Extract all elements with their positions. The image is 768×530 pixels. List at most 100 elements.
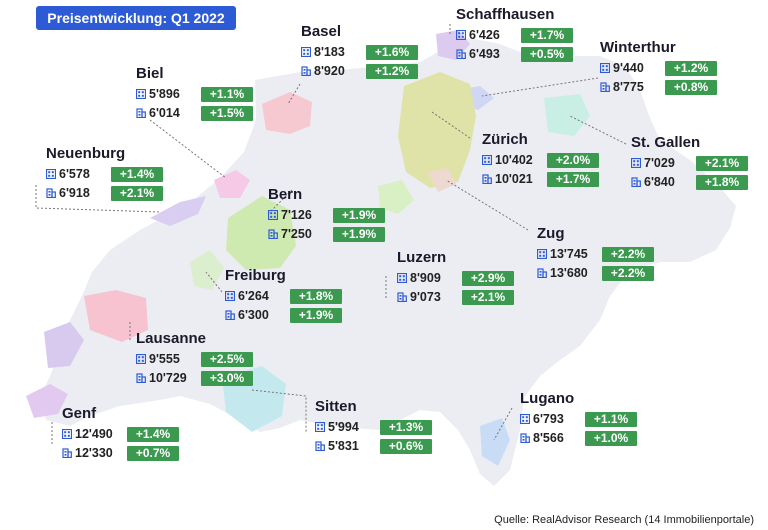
apartment-row: 8'183 +1.6% <box>301 43 418 61</box>
region-biel <box>214 170 250 198</box>
house-icon <box>225 310 235 320</box>
city-neuenburg: Neuenburg 6'578 +1.4% 6'918 +2.1% <box>46 144 163 202</box>
house-change: +0.5% <box>521 46 573 62</box>
city-name: Zürich <box>482 131 528 148</box>
house-icon <box>397 292 407 302</box>
city-name: Basel <box>301 23 342 40</box>
apartment-icon <box>301 47 311 57</box>
apartment-change: +1.1% <box>585 411 637 427</box>
house-icon <box>482 174 492 184</box>
apartment-icon <box>46 169 56 179</box>
house-icon <box>301 66 311 76</box>
apartment-change: +1.1% <box>201 86 253 102</box>
house-row: 10'021 +1.7% <box>482 170 599 188</box>
apartment-price: 9'440 <box>613 61 644 75</box>
house-change: +1.8% <box>696 174 748 190</box>
region-lugano <box>480 418 510 466</box>
city-name: Winterthur <box>600 39 676 56</box>
house-icon <box>315 441 325 451</box>
apartment-price: 9'555 <box>149 352 180 366</box>
house-row: 6'300 +1.9% <box>225 306 342 324</box>
leader-winterthur <box>481 77 599 97</box>
apartment-icon <box>631 158 641 168</box>
house-icon <box>136 108 146 118</box>
house-row: 6'918 +2.1% <box>46 184 163 202</box>
house-change: +1.2% <box>366 63 418 79</box>
region-lausanne-north <box>44 322 84 368</box>
apartment-row: 9'555 +2.5% <box>136 350 253 368</box>
city-name: Freiburg <box>225 267 286 284</box>
leader-neuenburg <box>35 185 161 213</box>
apartment-icon <box>315 422 325 432</box>
city-name: Genf <box>62 405 97 422</box>
apartment-change: +1.2% <box>665 60 717 76</box>
apartment-price: 8'183 <box>314 45 345 59</box>
city-name: Bern <box>268 186 303 203</box>
leader-st-gallen <box>569 115 627 145</box>
city-st-gallen: St. Gallen 7'029 +2.1% 6'840 +1.8% <box>631 133 748 191</box>
apartment-row: 9'440 +1.2% <box>600 59 717 77</box>
house-change: +2.2% <box>602 265 654 281</box>
apartment-price: 12'490 <box>75 427 113 441</box>
house-row: 6'493 +0.5% <box>456 45 573 63</box>
apartment-price: 6'426 <box>469 28 500 42</box>
apartment-row: 5'994 +1.3% <box>315 418 432 436</box>
city-biel: Biel 5'896 +1.1% 6'014 +1.5% <box>136 64 253 122</box>
apartment-row: 12'490 +1.4% <box>62 425 179 443</box>
apartment-icon <box>62 429 72 439</box>
house-change: +0.6% <box>380 438 432 454</box>
apartment-row: 6'264 +1.8% <box>225 287 342 305</box>
apartment-icon <box>225 291 235 301</box>
house-icon <box>537 268 547 278</box>
apartment-price: 13'745 <box>550 247 588 261</box>
apartment-row: 7'029 +2.1% <box>631 154 748 172</box>
house-price: 9'073 <box>410 290 441 304</box>
house-change: +2.1% <box>111 185 163 201</box>
city-lugano: Lugano 6'793 +1.1% 8'566 +1.0% <box>520 389 637 447</box>
apartment-icon <box>397 273 407 283</box>
house-price: 6'014 <box>149 106 180 120</box>
city-name: St. Gallen <box>631 134 701 151</box>
house-row: 8'775 +0.8% <box>600 78 717 96</box>
city-name: Lausanne <box>136 330 207 347</box>
house-change: +1.7% <box>547 171 599 187</box>
apartment-price: 10'402 <box>495 153 533 167</box>
apartment-change: +1.4% <box>127 426 179 442</box>
house-icon <box>456 49 466 59</box>
apartment-row: 5'896 +1.1% <box>136 85 253 103</box>
apartment-change: +2.5% <box>201 351 253 367</box>
city-name: Luzern <box>397 249 447 266</box>
city-bern: Bern 7'126 +1.9% 7'250 +1.9% <box>268 185 385 243</box>
apartment-icon <box>520 414 530 424</box>
house-price: 6'840 <box>644 175 675 189</box>
house-row: 6'014 +1.5% <box>136 104 253 122</box>
region-bern-east <box>378 180 414 214</box>
region-zug <box>428 168 456 192</box>
city-winterthur: Winterthur 9'440 +1.2% 8'775 +0.8% <box>600 38 717 96</box>
house-price: 5'831 <box>328 439 359 453</box>
house-change: +1.5% <box>201 105 253 121</box>
apartment-change: +2.1% <box>696 155 748 171</box>
source-note: Quelle: RealAdvisor Research (14 Immobil… <box>494 514 754 526</box>
region-neuenburg <box>150 196 206 226</box>
apartment-price: 6'578 <box>59 167 90 181</box>
house-price: 10'729 <box>149 371 187 385</box>
apartment-row: 7'126 +1.9% <box>268 206 385 224</box>
apartment-price: 8'909 <box>410 271 441 285</box>
house-row: 9'073 +2.1% <box>397 288 514 306</box>
house-icon <box>62 448 72 458</box>
city-schaffhausen: Schaffhausen 6'426 +1.7% 6'493 +0.5% <box>456 5 573 63</box>
house-change: +0.8% <box>665 79 717 95</box>
map-title: Preisentwicklung: Q1 2022 <box>36 6 236 30</box>
house-icon <box>600 82 610 92</box>
city-genf: Genf 12'490 +1.4% 12'330 +0.7% <box>62 404 179 462</box>
house-price: 7'250 <box>281 227 312 241</box>
city-name: Biel <box>136 65 164 82</box>
region-st-gallen <box>544 94 590 136</box>
region-lausanne <box>84 290 148 342</box>
city-freiburg: Freiburg 6'264 +1.8% 6'300 +1.9% <box>225 266 342 324</box>
house-price: 8'566 <box>533 431 564 445</box>
house-price: 12'330 <box>75 446 113 460</box>
apartment-change: +1.3% <box>380 419 432 435</box>
apartment-icon <box>600 63 610 73</box>
